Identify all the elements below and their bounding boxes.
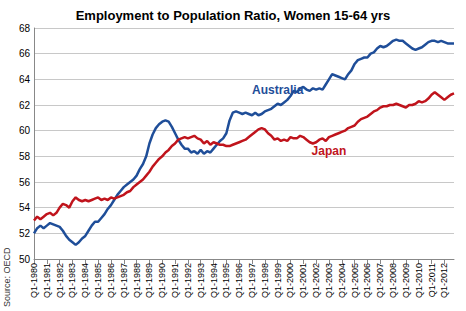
- svg-text:68: 68: [19, 23, 31, 34]
- svg-text:54: 54: [19, 202, 31, 213]
- svg-text:Q1-1981: Q1-1981: [42, 263, 52, 298]
- svg-text:Q1-1987: Q1-1987: [119, 263, 129, 298]
- svg-text:Q1-1989: Q1-1989: [144, 263, 154, 298]
- svg-text:Q1-1991: Q1-1991: [170, 263, 180, 298]
- svg-text:Q1-1992: Q1-1992: [183, 263, 193, 298]
- svg-text:Q1-1984: Q1-1984: [80, 263, 90, 298]
- svg-text:Q1-1982: Q1-1982: [55, 263, 65, 298]
- svg-text:Q1-2009: Q1-2009: [401, 263, 411, 298]
- svg-text:Source: OECD: Source: OECD: [2, 247, 12, 307]
- svg-text:Q1-2001: Q1-2001: [298, 263, 308, 298]
- svg-text:Q1-1985: Q1-1985: [93, 263, 103, 298]
- svg-text:Q1-1995: Q1-1995: [221, 263, 231, 298]
- svg-text:Q1-1980: Q1-1980: [29, 263, 39, 298]
- svg-text:Japan: Japan: [312, 144, 347, 158]
- svg-text:Q1-2008: Q1-2008: [388, 263, 398, 298]
- svg-text:Q1-2002: Q1-2002: [311, 263, 321, 298]
- svg-text:Q1-2007: Q1-2007: [375, 263, 385, 298]
- svg-text:Q1-2000: Q1-2000: [285, 263, 295, 298]
- svg-text:Employment to Population Ratio: Employment to Population Ratio, Women 15…: [76, 8, 391, 23]
- svg-text:Q1-2010: Q1-2010: [414, 263, 424, 298]
- svg-text:Q1-2005: Q1-2005: [350, 263, 360, 298]
- svg-text:Q1-1998: Q1-1998: [260, 263, 270, 298]
- svg-text:56: 56: [19, 177, 31, 188]
- svg-text:Q1-1996: Q1-1996: [234, 263, 244, 298]
- svg-text:50: 50: [19, 254, 31, 265]
- svg-text:66: 66: [19, 48, 31, 59]
- svg-text:Q1-2003: Q1-2003: [324, 263, 334, 298]
- svg-text:Australia: Australia: [252, 83, 304, 97]
- svg-text:Q1-1988: Q1-1988: [132, 263, 142, 298]
- svg-text:58: 58: [19, 151, 31, 162]
- svg-text:60: 60: [19, 125, 31, 136]
- svg-text:62: 62: [19, 100, 31, 111]
- svg-text:52: 52: [19, 228, 31, 239]
- svg-text:Q1-1999: Q1-1999: [273, 263, 283, 298]
- svg-text:Q1-1986: Q1-1986: [106, 263, 116, 298]
- svg-text:Q1-1990: Q1-1990: [157, 263, 167, 298]
- svg-text:64: 64: [19, 74, 31, 85]
- svg-text:Q1-2006: Q1-2006: [362, 263, 372, 298]
- svg-text:Q1-2012: Q1-2012: [439, 263, 449, 298]
- svg-text:Q1-2011: Q1-2011: [427, 263, 437, 297]
- svg-text:Q1-2004: Q1-2004: [337, 263, 347, 298]
- svg-text:Q1-1983: Q1-1983: [67, 263, 77, 298]
- svg-text:Q1-1994: Q1-1994: [209, 263, 219, 298]
- svg-text:Q1-1993: Q1-1993: [196, 263, 206, 298]
- svg-text:Q1-1997: Q1-1997: [247, 263, 257, 298]
